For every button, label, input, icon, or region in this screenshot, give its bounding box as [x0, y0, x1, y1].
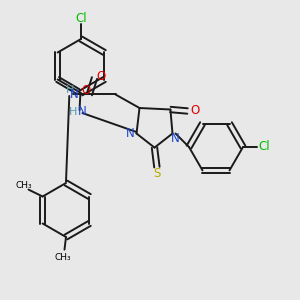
Text: S: S — [154, 167, 161, 180]
Text: N: N — [78, 105, 87, 118]
Text: CH₃: CH₃ — [55, 253, 71, 262]
Text: CH₃: CH₃ — [15, 181, 32, 190]
Text: H: H — [66, 85, 74, 95]
Text: O: O — [190, 104, 200, 118]
Text: Cl: Cl — [259, 140, 270, 154]
Text: N: N — [171, 131, 180, 145]
Text: O: O — [82, 83, 91, 97]
Text: Cl: Cl — [75, 12, 87, 26]
Text: O: O — [97, 70, 106, 83]
Text: N: N — [70, 88, 79, 101]
Text: N: N — [125, 127, 134, 140]
Text: H: H — [69, 106, 77, 117]
